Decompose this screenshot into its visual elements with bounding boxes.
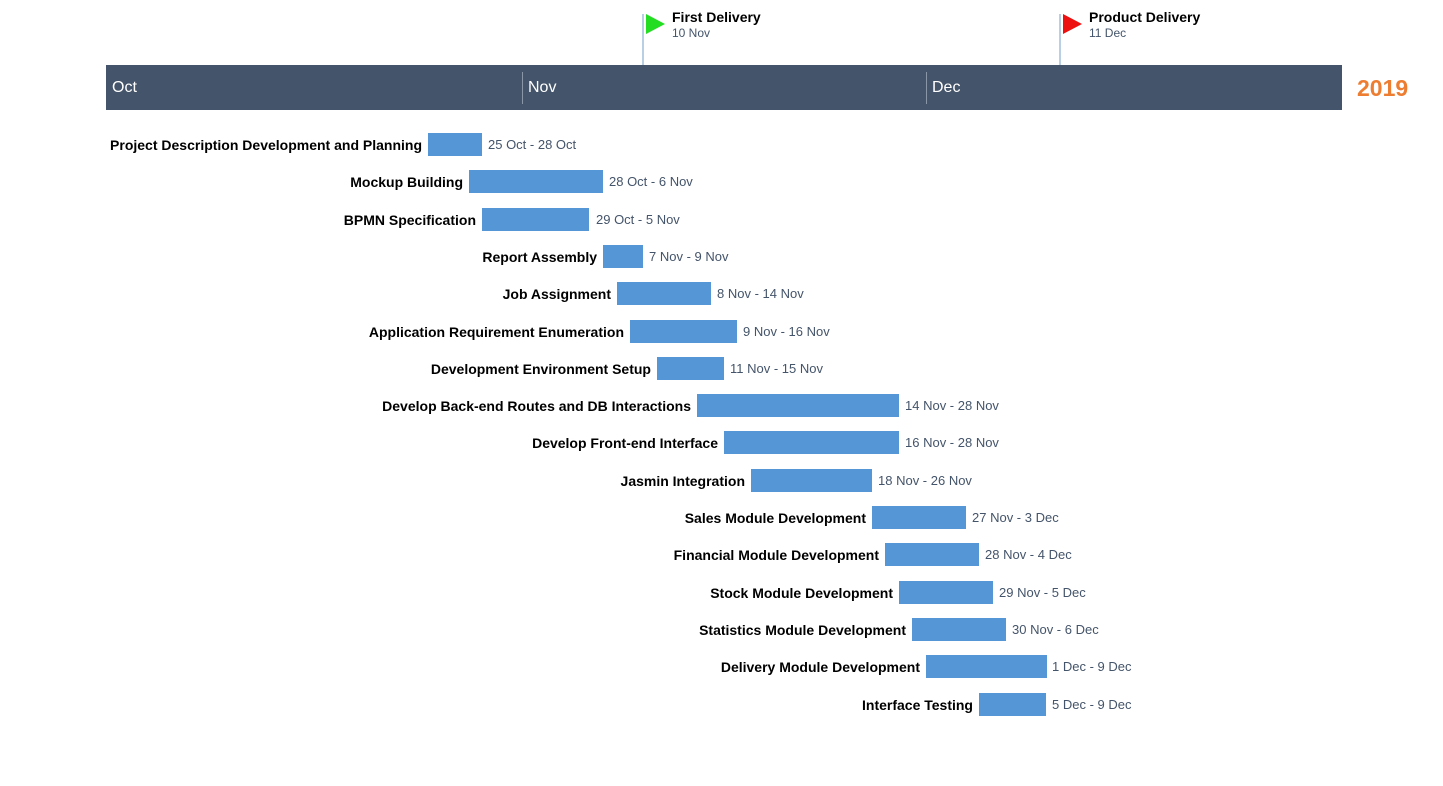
task-date-range: 7 Nov - 9 Nov — [649, 249, 729, 264]
task-date-range: 8 Nov - 14 Nov — [717, 286, 804, 301]
task-date-range: 30 Nov - 6 Dec — [1012, 622, 1099, 637]
task-date-range: 27 Nov - 3 Dec — [972, 510, 1059, 525]
timeline-band — [106, 65, 1342, 110]
task-bar — [603, 245, 643, 268]
month-divider — [926, 72, 927, 104]
task-bar — [872, 506, 966, 529]
milestone-pole — [1059, 14, 1061, 65]
milestone-date: 10 Nov — [672, 26, 711, 40]
task-bar — [617, 282, 711, 305]
task-label: Statistics Module Development — [699, 622, 906, 638]
task-bar — [482, 208, 589, 231]
month-label: Dec — [932, 79, 961, 96]
month-divider — [522, 72, 523, 104]
month-label: Oct — [112, 79, 137, 96]
milestone-flag-icon — [1063, 14, 1082, 34]
task-label: Develop Front-end Interface — [532, 435, 718, 451]
task-label: Stock Module Development — [710, 585, 893, 601]
task-label: Sales Module Development — [684, 510, 866, 526]
milestone-date: 11 Dec — [1089, 26, 1127, 40]
task-bar — [697, 394, 899, 417]
task-label: Application Requirement Enumeration — [368, 324, 624, 340]
task-label: Financial Module Development — [673, 547, 879, 563]
task-label: Report Assembly — [482, 249, 597, 265]
task-date-range: 29 Nov - 5 Dec — [999, 585, 1086, 600]
task-date-range: 9 Nov - 16 Nov — [743, 324, 830, 339]
task-bar — [885, 543, 979, 566]
milestone-flag-icon — [646, 14, 665, 34]
task-bar — [979, 693, 1046, 716]
year-label: 2019 — [1357, 75, 1409, 101]
task-bar — [428, 133, 482, 156]
task-label: Interface Testing — [862, 697, 973, 713]
task-label: BPMN Specification — [343, 212, 476, 228]
task-bar — [724, 431, 899, 454]
milestone-title: First Delivery — [672, 9, 761, 25]
task-label: Delivery Module Development — [720, 659, 920, 675]
task-bar — [926, 655, 1047, 678]
task-date-range: 29 Oct - 5 Nov — [596, 212, 680, 227]
task-date-range: 28 Nov - 4 Dec — [985, 547, 1072, 562]
task-label: Mockup Building — [350, 174, 463, 190]
task-date-range: 5 Dec - 9 Dec — [1052, 697, 1132, 712]
task-label: Jasmin Integration — [620, 473, 745, 489]
milestone-title: Product Delivery — [1089, 9, 1201, 25]
task-date-range: 14 Nov - 28 Nov — [905, 398, 999, 413]
task-date-range: 25 Oct - 28 Oct — [488, 137, 577, 152]
task-bar — [469, 170, 603, 193]
task-label: Job Assignment — [502, 286, 611, 302]
task-bar — [657, 357, 724, 380]
task-date-range: 18 Nov - 26 Nov — [878, 473, 972, 488]
task-label: Develop Back-end Routes and DB Interacti… — [382, 398, 691, 414]
task-label: Development Environment Setup — [430, 361, 651, 377]
task-date-range: 16 Nov - 28 Nov — [905, 435, 999, 450]
milestone-pole — [642, 14, 644, 65]
task-date-range: 1 Dec - 9 Dec — [1052, 659, 1132, 674]
task-bar — [912, 618, 1006, 641]
task-bar — [751, 469, 872, 492]
task-date-range: 28 Oct - 6 Nov — [609, 174, 693, 189]
month-label: Nov — [528, 79, 557, 96]
task-label: Project Description Development and Plan… — [110, 137, 422, 153]
task-bar — [899, 581, 993, 604]
task-date-range: 11 Nov - 15 Nov — [730, 361, 823, 376]
task-bar — [630, 320, 737, 343]
